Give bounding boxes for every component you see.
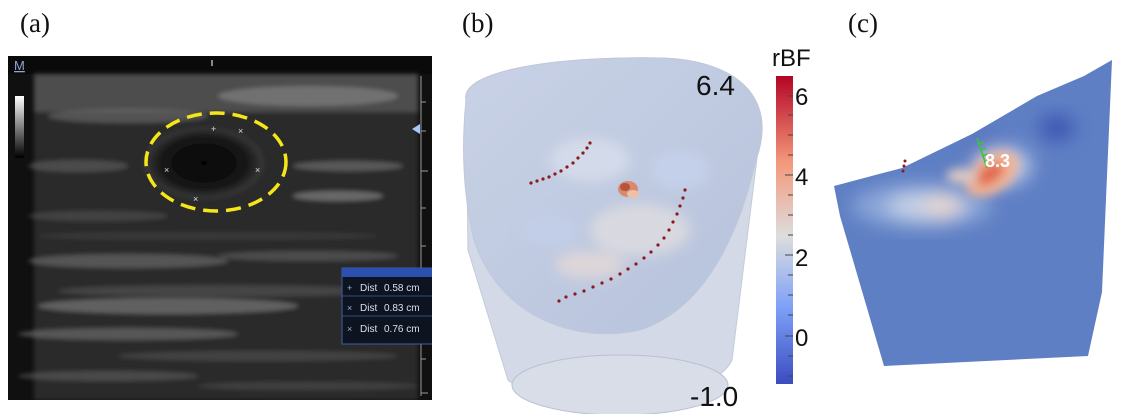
ultrasound-tissue	[18, 74, 418, 400]
colorbar: rBF 6 4 2 0	[772, 45, 811, 384]
measurement-panel: + Dist 0.58 cm × Dist 0.83 cm × Dist 0.7…	[341, 267, 435, 345]
measurement-1-name: Dist	[360, 283, 377, 294]
lesion	[144, 127, 264, 199]
tissue-cylinder	[463, 57, 763, 416]
colorbar-tick-label: 6	[795, 84, 808, 111]
depth-measurement-line	[976, 137, 991, 169]
measurement-1-value: 0.58 cm	[384, 283, 420, 294]
ultrasound-image: M + × × × ×	[8, 56, 435, 400]
svg-text:+: +	[347, 283, 352, 293]
cross-section-view: 8.3	[834, 60, 1112, 366]
svg-text:+: +	[211, 124, 216, 134]
measurement-3-value: 0.76 cm	[384, 324, 420, 335]
focus-marker-icon	[412, 124, 420, 134]
probe-position-markers	[901, 159, 907, 173]
colorbar-gradient	[776, 76, 793, 384]
ultrasound-mode-marker: M	[14, 58, 25, 73]
max-value-label: 6.4	[696, 70, 735, 101]
cross-section-slice	[834, 60, 1112, 366]
ultrasound-image-panel: M + × × × ×	[8, 56, 435, 400]
measurement-2-name: Dist	[360, 303, 377, 314]
svg-text:×: ×	[193, 194, 198, 204]
probe-position-markers	[529, 141, 687, 303]
svg-text:×: ×	[164, 165, 169, 175]
colorbar-tick-label: 2	[795, 245, 808, 272]
svg-text:×: ×	[238, 126, 243, 136]
svg-text:×: ×	[347, 303, 352, 313]
hot-spot	[618, 181, 639, 198]
panel-label-c: (c)	[848, 8, 878, 38]
grayscale-bar	[15, 96, 24, 158]
colorbar-tick-label: 4	[795, 164, 808, 191]
reconstruction-3d-view: 6.4 -1.0 rBF 6 4 2 0	[463, 45, 811, 416]
measurement-2-value: 0.83 cm	[384, 303, 420, 314]
svg-text:×: ×	[255, 165, 260, 175]
panel-label-b: (b)	[462, 8, 494, 38]
colorbar-title: rBF	[772, 45, 811, 72]
measurement-3-name: Dist	[360, 324, 377, 335]
depth-measurement-label: 8.3	[985, 151, 1010, 171]
colorbar-tick-label: 0	[795, 325, 808, 352]
panel-label-a: (a)	[20, 8, 50, 38]
reconstruction-3d-panel: 6.4 -1.0 rBF 6 4 2 0	[440, 40, 830, 416]
svg-text:×: ×	[347, 324, 352, 334]
caliper-markers: + × × × ×	[164, 124, 260, 204]
min-value-label: -1.0	[690, 381, 738, 412]
lesion-highlight-ellipse	[144, 111, 288, 213]
cross-section-panel: 8.3	[832, 56, 1142, 414]
